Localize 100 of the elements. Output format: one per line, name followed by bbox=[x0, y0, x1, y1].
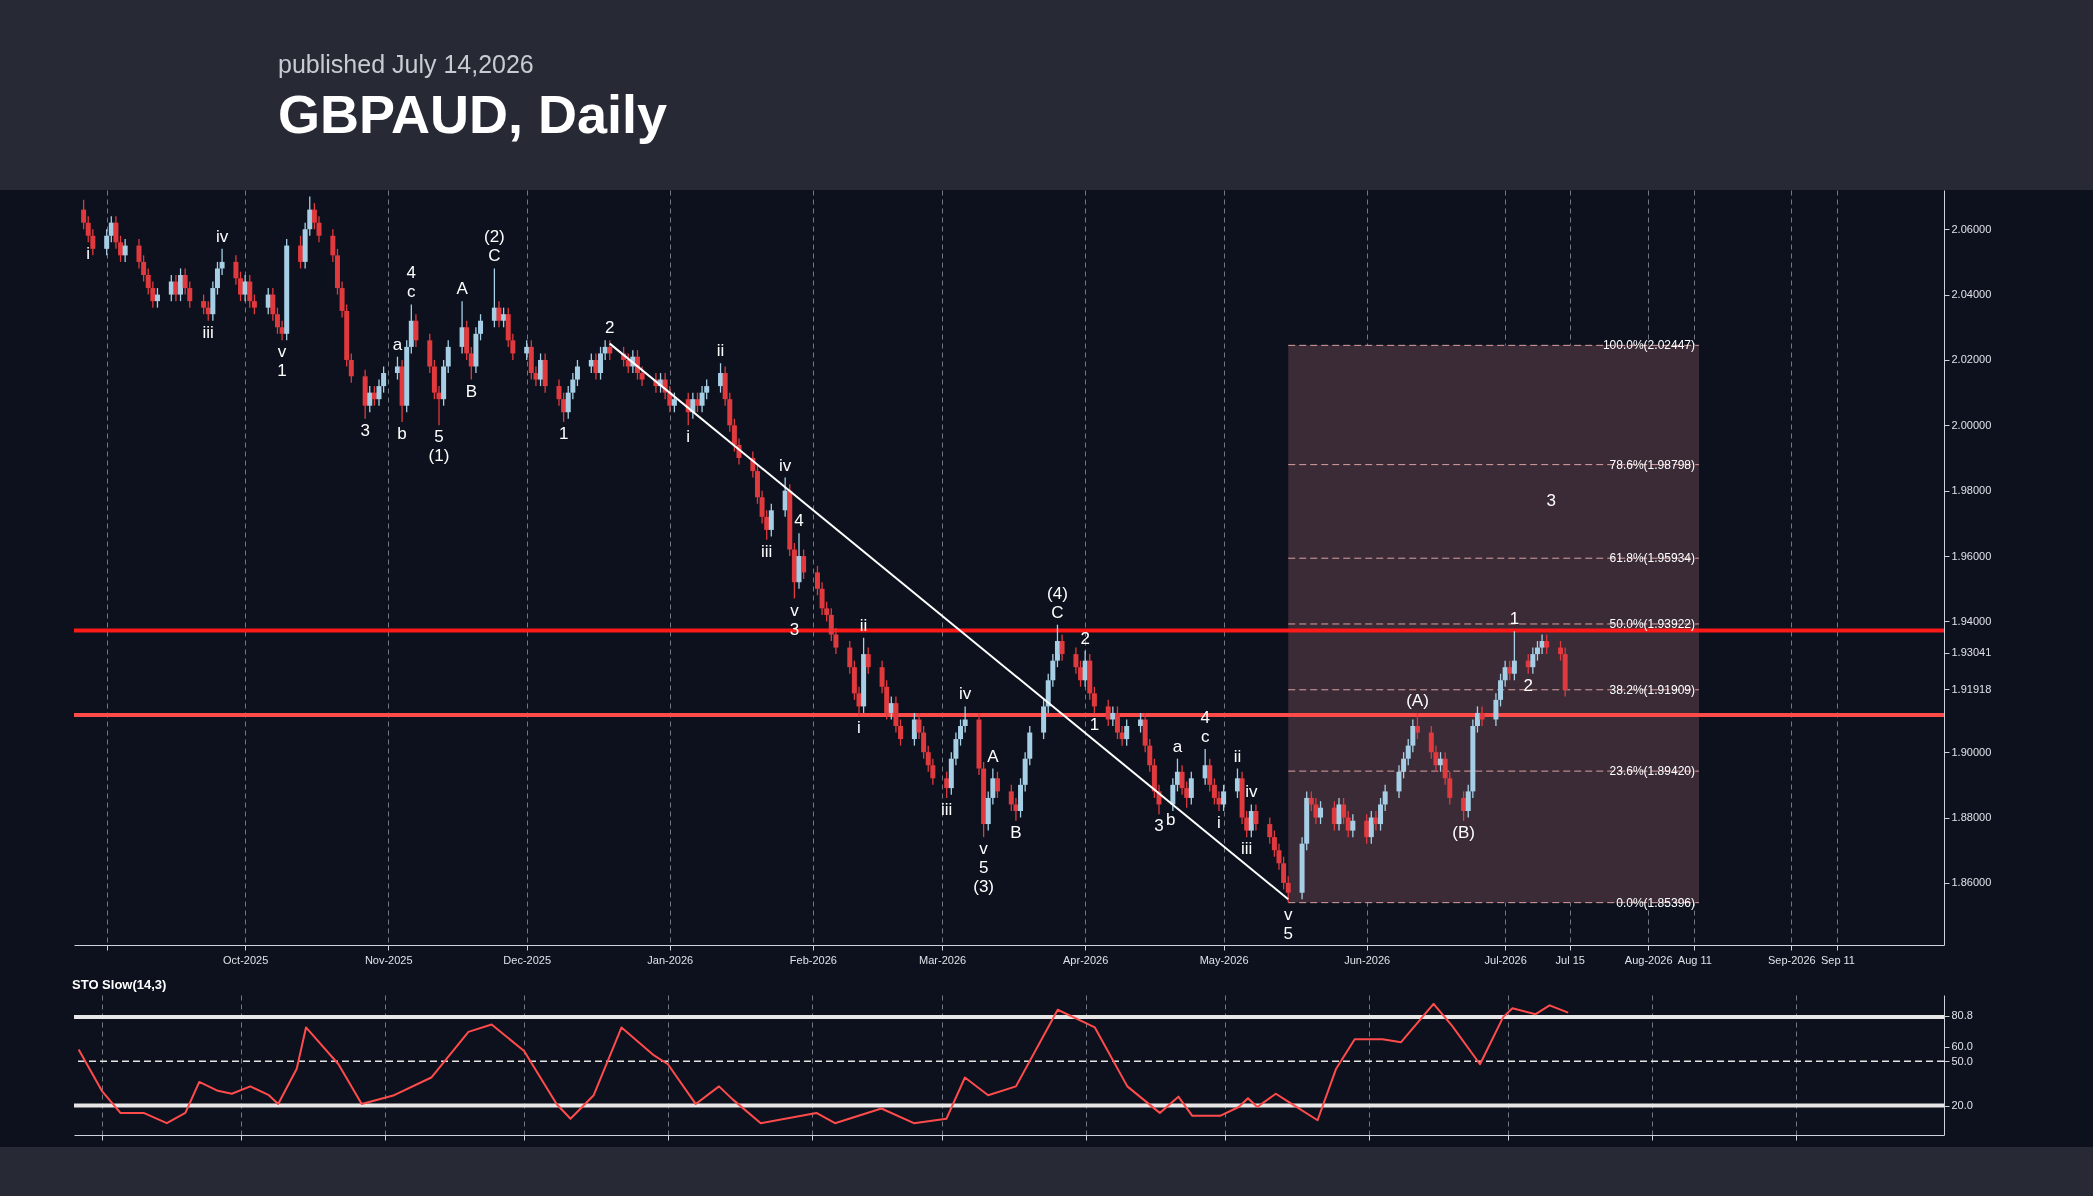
candlestick bbox=[1544, 633, 1550, 655]
candlestick bbox=[1188, 771, 1194, 806]
candlestick bbox=[491, 267, 497, 328]
annotation: a bbox=[1172, 736, 1183, 756]
y-tick-label: 60.0 bbox=[1951, 1040, 1973, 1053]
y-tick-label: 1.98000 bbox=[1951, 484, 1992, 497]
annotation: (4) bbox=[1047, 583, 1068, 603]
annotation: v bbox=[790, 600, 800, 620]
candlestick bbox=[524, 339, 530, 361]
candlestick bbox=[598, 346, 604, 381]
y-tick-label: 1.86000 bbox=[1951, 876, 1992, 889]
candlestick bbox=[298, 235, 304, 270]
annotation: 3 bbox=[789, 619, 800, 639]
ref-line-label: 61.8%(1.95934) bbox=[1609, 551, 1695, 566]
chart-title: GBPAUD, Daily bbox=[278, 83, 669, 145]
candlestick bbox=[1331, 800, 1337, 832]
y-tick-label: 2.06000 bbox=[1951, 222, 1992, 235]
candlestick bbox=[1267, 816, 1273, 845]
x-tick-label: Oct-2025 bbox=[223, 953, 269, 966]
annotation: a bbox=[392, 334, 403, 354]
x-tick-label: Sep-2026 bbox=[1767, 953, 1816, 966]
candlestick bbox=[671, 391, 677, 413]
candlestick bbox=[962, 705, 968, 734]
x-tick-label: Jul-2026 bbox=[1484, 953, 1527, 966]
annotation: b bbox=[397, 424, 407, 444]
annotation: 1 bbox=[277, 361, 287, 381]
ref-line-label: 38.2%(1.91909) bbox=[1609, 682, 1695, 697]
annotation: (B) bbox=[1452, 822, 1475, 842]
y-tick-label: 2.04000 bbox=[1951, 288, 1992, 301]
candlestick bbox=[607, 339, 613, 361]
candlestick bbox=[1414, 712, 1420, 740]
y-tick-label: 50.0 bbox=[1951, 1054, 1973, 1067]
annotation: 2 bbox=[605, 318, 615, 338]
line-series bbox=[77, 1002, 1570, 1125]
annotation: iv bbox=[215, 226, 229, 246]
candlestick bbox=[593, 352, 599, 381]
candlestick bbox=[104, 228, 110, 257]
candlestick bbox=[122, 238, 128, 263]
candlestick bbox=[1507, 660, 1513, 681]
candlestick bbox=[1234, 767, 1240, 799]
y-tick-label: 1.94000 bbox=[1951, 614, 1992, 627]
candlestick bbox=[201, 293, 207, 315]
annotation: iii bbox=[1241, 839, 1253, 859]
candlestick bbox=[1105, 699, 1111, 727]
candlestick bbox=[1511, 630, 1517, 681]
annotation: ii bbox=[1233, 746, 1242, 766]
candlestick bbox=[1059, 633, 1065, 662]
annotation: i bbox=[686, 427, 691, 447]
annotation: 4 bbox=[794, 511, 804, 531]
x-tick-label: Jun-2026 bbox=[1344, 953, 1391, 966]
x-tick-label: Apr-2026 bbox=[1063, 953, 1109, 966]
annotation: (A) bbox=[1406, 690, 1429, 710]
candlestick bbox=[348, 352, 354, 384]
candlestick bbox=[154, 287, 160, 309]
annotation: v bbox=[979, 839, 989, 859]
annotation: iii bbox=[761, 541, 773, 561]
annotation: b bbox=[1165, 809, 1176, 829]
candlestick bbox=[1221, 784, 1227, 812]
y-tick-label: 80.8 bbox=[1951, 1009, 1973, 1022]
y-tick-label: 2.02000 bbox=[1951, 353, 1992, 366]
annotation: A bbox=[987, 746, 1000, 766]
chart-subtitle: published July 14,2026 bbox=[278, 50, 535, 79]
annotation: 4 bbox=[406, 263, 417, 283]
annotation: i bbox=[857, 718, 861, 738]
candlestick bbox=[173, 274, 179, 302]
annotation: ii bbox=[716, 341, 725, 361]
x-tick-label: Aug 11 bbox=[1677, 953, 1712, 966]
candlestick bbox=[574, 359, 580, 387]
y-tick-label: 1.96000 bbox=[1951, 549, 1992, 562]
annotation: 2 bbox=[1523, 675, 1533, 695]
annotation: 3 bbox=[1154, 816, 1164, 836]
candlestick bbox=[1170, 777, 1176, 812]
x-tick-label: Feb-2026 bbox=[789, 953, 837, 966]
candlestick bbox=[847, 640, 853, 675]
candlestick bbox=[371, 385, 377, 407]
annotation: c bbox=[407, 282, 417, 302]
candlestick bbox=[330, 228, 336, 263]
x-tick-label: Jul 15 bbox=[1555, 953, 1585, 966]
candlestick bbox=[1461, 790, 1467, 822]
y-tick-label: 1.93041 bbox=[1951, 646, 1992, 659]
annotation: iv bbox=[779, 455, 792, 475]
annotation: 3 bbox=[360, 420, 370, 440]
candlestick bbox=[1110, 705, 1116, 727]
annotation: B bbox=[1010, 822, 1022, 842]
ref-line-label: 50.0%(1.93922) bbox=[1609, 616, 1695, 631]
candlestick bbox=[1174, 758, 1180, 793]
candlestick bbox=[1054, 624, 1060, 668]
y-tick-label: 2.00000 bbox=[1951, 418, 1992, 431]
candlestick bbox=[1138, 712, 1144, 734]
annotation: iv bbox=[1245, 782, 1258, 802]
annotation: C bbox=[488, 246, 501, 266]
annotation: v bbox=[277, 342, 287, 362]
annotation: (1) bbox=[428, 446, 450, 466]
annotation: i bbox=[86, 244, 91, 264]
annotation: 3 bbox=[1546, 491, 1556, 511]
chart-title: STO Slow(14,3) bbox=[72, 977, 167, 992]
ref-line-label: 0.0%(1.85396) bbox=[1616, 895, 1695, 910]
annotation: 1 bbox=[1509, 609, 1520, 629]
candlestick bbox=[1438, 751, 1444, 773]
candlestick bbox=[1373, 810, 1379, 832]
